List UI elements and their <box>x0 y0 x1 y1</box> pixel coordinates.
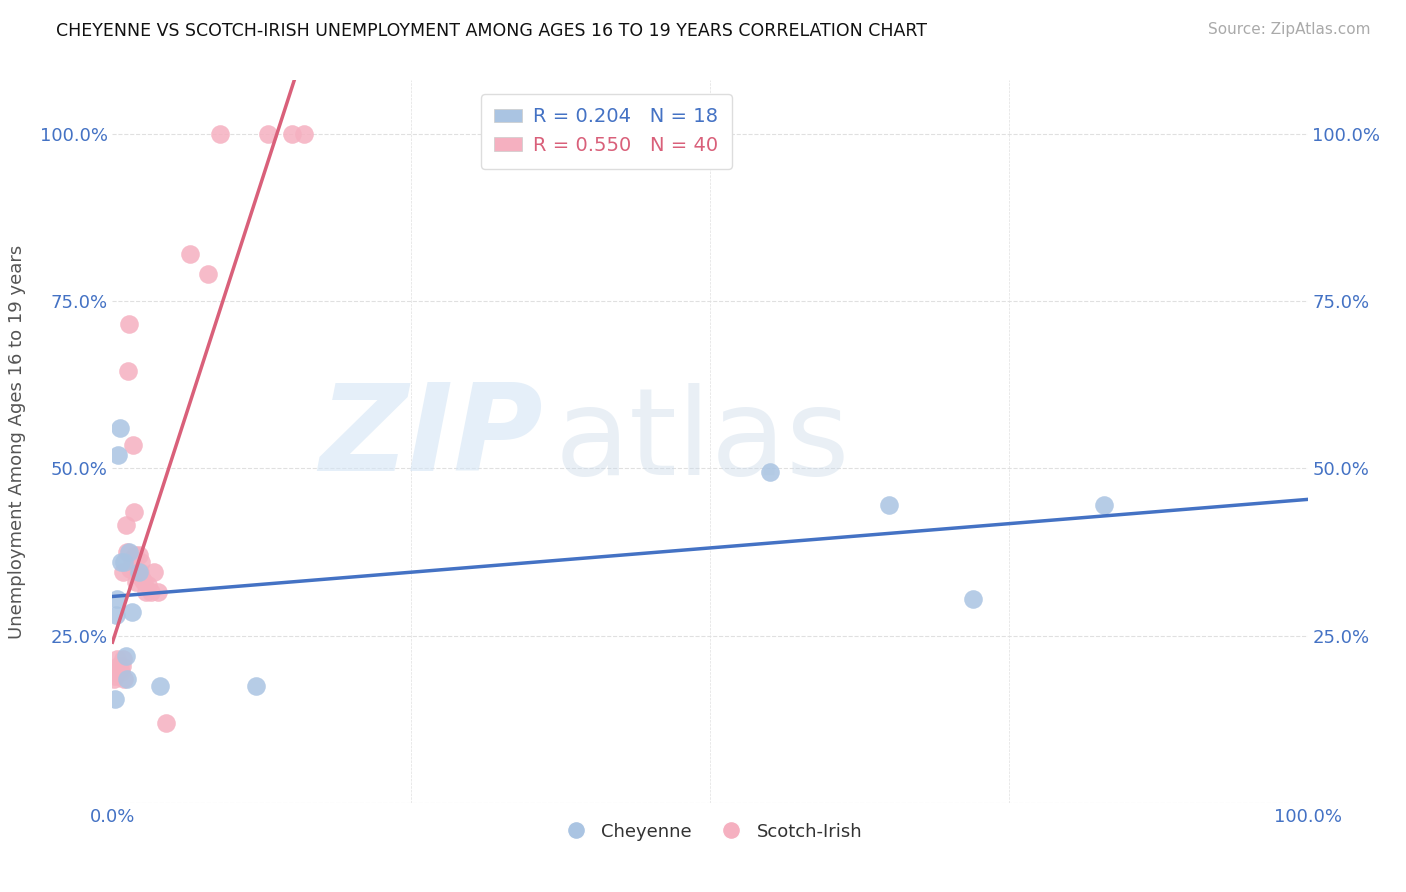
Y-axis label: Unemployment Among Ages 16 to 19 years: Unemployment Among Ages 16 to 19 years <box>7 244 25 639</box>
Point <box>105 591 128 606</box>
Point <box>115 545 138 559</box>
Point <box>124 548 146 563</box>
Point <box>128 565 150 579</box>
Point <box>118 318 141 332</box>
Point <box>105 665 128 680</box>
Point <box>117 364 139 378</box>
Point <box>112 652 135 666</box>
Point <box>107 658 129 673</box>
Point <box>127 568 149 582</box>
Point <box>120 562 142 576</box>
Point <box>105 652 128 666</box>
Point <box>179 247 201 261</box>
Point <box>114 648 136 663</box>
Text: ZIP: ZIP <box>319 379 543 497</box>
Point <box>139 585 162 599</box>
Point <box>118 545 141 559</box>
Text: CHEYENNE VS SCOTCH-IRISH UNEMPLOYMENT AMONG AGES 16 TO 19 YEARS CORRELATION CHAR: CHEYENNE VS SCOTCH-IRISH UNEMPLOYMENT AM… <box>56 22 927 40</box>
Point <box>131 572 153 586</box>
Point <box>257 127 280 141</box>
Point <box>103 672 125 686</box>
Legend: Cheyenne, Scotch-Irish: Cheyenne, Scotch-Irish <box>551 815 869 848</box>
Text: atlas: atlas <box>554 383 851 500</box>
Point <box>105 665 128 680</box>
Point <box>209 127 232 141</box>
Point <box>105 608 128 623</box>
Point <box>110 665 132 680</box>
Point <box>1094 498 1116 512</box>
Point <box>107 448 129 462</box>
Point <box>110 555 132 569</box>
Point <box>108 421 131 435</box>
Point <box>155 715 177 730</box>
Point <box>104 669 127 683</box>
Point <box>292 127 315 141</box>
Point <box>962 591 984 606</box>
Point <box>143 565 166 579</box>
Point <box>281 127 304 141</box>
Point <box>104 692 127 706</box>
Point <box>114 555 135 569</box>
Point <box>132 575 155 590</box>
Point <box>125 575 148 590</box>
Point <box>115 672 138 686</box>
Point <box>129 555 152 569</box>
Point <box>122 505 145 519</box>
Point <box>114 672 135 686</box>
Point <box>197 268 219 282</box>
Point <box>146 585 169 599</box>
Point <box>129 565 152 579</box>
Point <box>149 679 172 693</box>
Point <box>111 658 134 673</box>
Point <box>121 438 143 452</box>
Point <box>128 548 150 563</box>
Text: Source: ZipAtlas.com: Source: ZipAtlas.com <box>1208 22 1371 37</box>
Point <box>114 518 136 533</box>
Point <box>135 585 157 599</box>
Point <box>121 605 143 619</box>
Point <box>759 465 782 479</box>
Point <box>121 551 143 566</box>
Point <box>138 578 160 592</box>
Point <box>245 679 267 693</box>
Point <box>112 565 135 579</box>
Point <box>108 662 131 676</box>
Point <box>879 498 901 512</box>
